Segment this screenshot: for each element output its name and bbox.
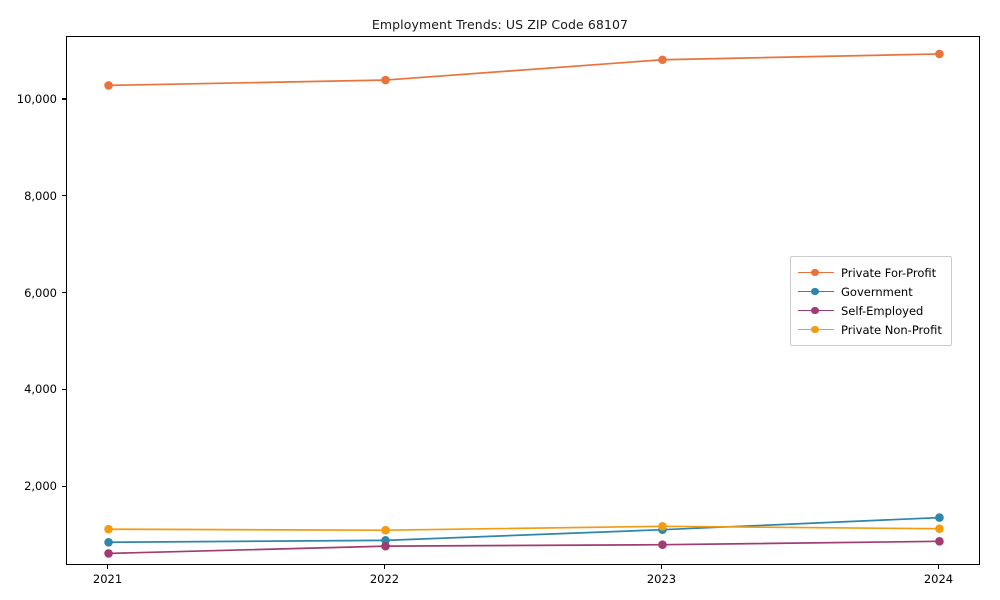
data-point	[658, 522, 667, 531]
y-tick-label: 10,000	[16, 91, 57, 106]
y-tick-mark	[62, 485, 66, 487]
x-tick-label: 2021	[92, 572, 123, 586]
legend-label: Private For-Profit	[841, 265, 937, 280]
data-point	[381, 541, 390, 551]
x-tick-mark	[383, 565, 386, 569]
data-point	[104, 81, 113, 90]
data-point	[935, 49, 944, 59]
series-self-employed	[104, 537, 944, 558]
legend-label: Government	[841, 284, 913, 299]
series-private-for-profit	[104, 49, 944, 90]
legend-item[interactable]: Government	[798, 282, 942, 301]
x-tick-mark	[660, 565, 663, 569]
y-tick-mark	[62, 388, 66, 390]
legend-item[interactable]: Private Non-Profit	[798, 320, 942, 339]
x-tick-label: 2023	[646, 572, 677, 586]
chart-legend: Private For-Profit Government Self-Employe…	[790, 256, 952, 346]
y-tick-mark	[62, 98, 66, 100]
x-tick-label: 2022	[369, 572, 400, 586]
chart-title: Employment Trends: US ZIP Code 68107	[371, 17, 629, 32]
legend-dot-icon	[811, 268, 819, 277]
y-tick-label: 6,000	[24, 285, 57, 300]
data-point	[104, 537, 113, 547]
legend-swatch-icon	[798, 266, 834, 280]
series-line	[107, 53, 941, 87]
series-private-non-profit	[104, 522, 944, 535]
plot-area	[66, 36, 980, 565]
data-point	[935, 513, 944, 522]
legend-swatch-icon	[798, 323, 834, 337]
legend-label: Private Non-Profit	[841, 322, 942, 337]
legend-item[interactable]: Private For-Profit	[798, 263, 942, 282]
x-tick-label: 2024	[923, 572, 954, 586]
data-point	[935, 524, 944, 534]
y-tick-mark	[62, 291, 66, 294]
legend-swatch-icon	[798, 285, 834, 299]
data-point	[935, 537, 944, 546]
y-tick-label: 4,000	[24, 382, 57, 397]
data-point	[658, 540, 667, 549]
x-tick-mark	[937, 565, 940, 569]
data-point	[381, 525, 390, 535]
data-point	[104, 549, 113, 558]
data-point	[658, 55, 667, 65]
legend-dot-icon	[811, 287, 819, 296]
data-point	[381, 75, 390, 85]
legend-item[interactable]: Self-Employed	[798, 301, 942, 320]
series-line	[107, 516, 941, 544]
legend-dot-icon	[811, 325, 819, 334]
data-point	[104, 524, 113, 534]
plot-lines-svg	[104, 49, 944, 558]
y-tick-mark	[62, 195, 66, 197]
y-tick-label: 2,000	[24, 479, 57, 494]
x-tick-mark	[106, 565, 109, 569]
legend-swatch-icon	[798, 304, 834, 318]
series-line	[107, 525, 941, 532]
y-tick-label: 8,000	[24, 188, 57, 203]
legend-label: Self-Employed	[841, 303, 924, 318]
legend-dot-icon	[811, 306, 819, 315]
series-line	[107, 540, 941, 555]
